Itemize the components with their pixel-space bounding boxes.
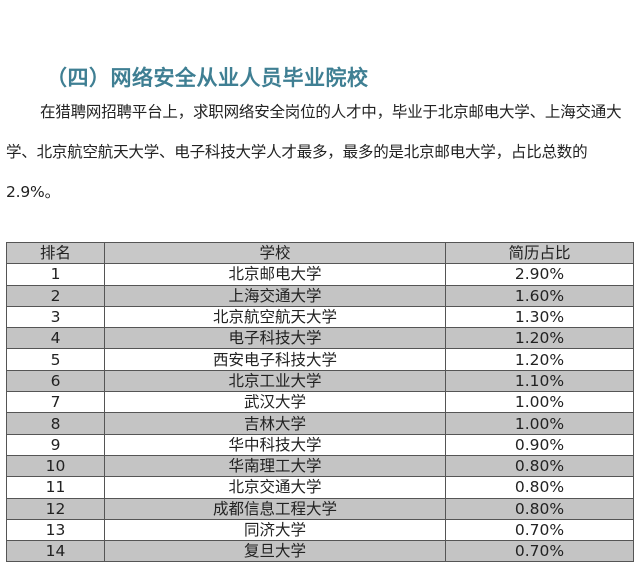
- table-row: 14 复旦大学 0.70%: [6, 540, 634, 563]
- rank-cell: 7: [6, 391, 105, 414]
- rank-cell: 14: [6, 540, 105, 563]
- table-row: 9 华中科技大学 0.90%: [6, 433, 634, 456]
- table-row: 13 同济大学 0.70%: [6, 518, 634, 542]
- school-cell: 西安电子科技大学: [104, 348, 446, 371]
- rank-cell: 8: [6, 412, 105, 435]
- school-cell: 成都信息工程大学: [104, 497, 446, 520]
- header-rank: 排名: [6, 241, 105, 265]
- rank-cell: 6: [6, 369, 105, 393]
- share-cell: 1.30%: [445, 305, 634, 329]
- header-share: 简历占比: [445, 241, 634, 265]
- school-ranking-table: 排名 学校 简历占比 1 北京邮电大学 2.90% 2 上海交通大学 1.60% 3 北京航空…: [6, 241, 634, 563]
- share-cell: 1.10%: [445, 369, 634, 393]
- share-cell: 0.80%: [445, 497, 634, 520]
- school-cell: 电子科技大学: [104, 327, 446, 350]
- rank-cell: 4: [6, 327, 105, 350]
- school-cell: 武汉大学: [104, 391, 446, 414]
- rank-cell: 3: [6, 305, 105, 329]
- share-cell: 0.80%: [445, 476, 634, 499]
- rank-cell: 2: [6, 284, 105, 307]
- table-header-row: 排名 学校 简历占比: [6, 241, 634, 265]
- share-cell: 1.20%: [445, 348, 634, 371]
- school-cell: 北京航空航天大学: [104, 305, 446, 329]
- rank-cell: 11: [6, 476, 105, 499]
- share-cell: 0.70%: [445, 540, 634, 563]
- table-row: 4 电子科技大学 1.20%: [6, 327, 634, 350]
- table-row: 10 华南理工大学 0.80%: [6, 454, 634, 478]
- share-cell: 0.70%: [445, 518, 634, 542]
- share-cell: 1.00%: [445, 412, 634, 435]
- rank-cell: 10: [6, 454, 105, 478]
- school-cell: 同济大学: [104, 518, 446, 542]
- school-cell: 北京邮电大学: [104, 263, 446, 286]
- school-cell: 复旦大学: [104, 540, 446, 563]
- school-cell: 北京工业大学: [104, 369, 446, 393]
- rank-cell: 12: [6, 497, 105, 520]
- rank-cell: 5: [6, 348, 105, 371]
- header-school: 学校: [104, 241, 446, 265]
- share-cell: 1.20%: [445, 327, 634, 350]
- share-cell: 2.90%: [445, 263, 634, 286]
- intro-paragraph: 在猎聘网招聘平台上，求职网络安全岗位的人才中，毕业于北京邮电大学、上海交通大学、…: [6, 103, 622, 201]
- school-cell: 上海交通大学: [104, 284, 446, 307]
- table-row: 1 北京邮电大学 2.90%: [6, 263, 634, 286]
- table-row: 12 成都信息工程大学 0.80%: [6, 497, 634, 520]
- table-row: 11 北京交通大学 0.80%: [6, 476, 634, 499]
- share-cell: 0.90%: [445, 433, 634, 456]
- section-title: （四）网络安全从业人员毕业院校: [46, 66, 369, 90]
- share-cell: 1.60%: [445, 284, 634, 307]
- rank-cell: 9: [6, 433, 105, 456]
- share-cell: 0.80%: [445, 454, 634, 478]
- table-row: 3 北京航空航天大学 1.30%: [6, 305, 634, 329]
- table-row: 6 北京工业大学 1.10%: [6, 369, 634, 393]
- school-cell: 北京交通大学: [104, 476, 446, 499]
- rank-cell: 1: [6, 263, 105, 286]
- table-row: 2 上海交通大学 1.60%: [6, 284, 634, 307]
- rank-cell: 13: [6, 518, 105, 542]
- table-row: 7 武汉大学 1.00%: [6, 391, 634, 414]
- school-cell: 吉林大学: [104, 412, 446, 435]
- table-row: 8 吉林大学 1.00%: [6, 412, 634, 435]
- school-cell: 华中科技大学: [104, 433, 446, 456]
- share-cell: 1.00%: [445, 391, 634, 414]
- school-cell: 华南理工大学: [104, 454, 446, 478]
- table-row: 5 西安电子科技大学 1.20%: [6, 348, 634, 371]
